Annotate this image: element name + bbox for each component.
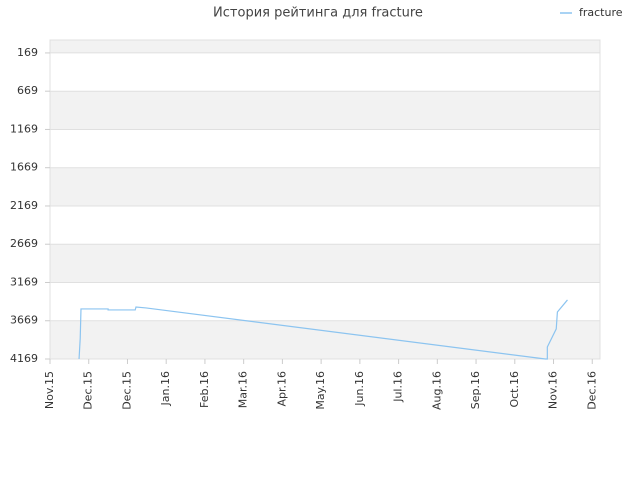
x-tick-label: Oct.16: [508, 371, 521, 408]
y-tick-label: 1169: [10, 122, 38, 135]
grid-band: [50, 40, 600, 53]
x-tick-label: Aug.16: [430, 371, 443, 410]
x-tick-label: Dec.16: [585, 371, 598, 410]
y-tick-label: 1669: [10, 161, 38, 174]
y-tick-label: 2669: [10, 237, 38, 250]
x-tick-label: Jul.16: [392, 371, 405, 403]
y-tick-label: 669: [17, 84, 38, 97]
chart-title: История рейтинга для fracture: [213, 6, 423, 21]
grid-band: [50, 91, 600, 130]
grid-band: [50, 320, 600, 359]
x-tick-label: Feb.16: [198, 371, 211, 408]
series-line: [78, 299, 568, 360]
y-tick-label: 2169: [10, 199, 38, 212]
x-tick-label: Jan.16: [159, 371, 172, 406]
x-tick-label: Nov.16: [547, 371, 560, 409]
y-tick-label: 3169: [10, 275, 38, 288]
y-tick-label: 4169: [10, 352, 38, 365]
x-tick-label: Dec.15: [82, 371, 95, 410]
x-tick-label: Sep.16: [469, 371, 482, 409]
grid-band: [50, 167, 600, 206]
legend-label: fracture: [579, 6, 623, 19]
grid-band: [50, 244, 600, 283]
y-tick-label: 169: [17, 46, 38, 59]
y-tick-label: 3669: [10, 314, 38, 327]
x-tick-label: Mar.16: [237, 371, 250, 408]
x-tick-label: Jun.16: [353, 371, 366, 407]
x-tick-label: Nov.15: [43, 371, 56, 409]
x-tick-label: Dec.15: [120, 371, 133, 410]
x-tick-label: May.16: [314, 371, 327, 410]
x-tick-label: Apr.16: [275, 371, 288, 407]
